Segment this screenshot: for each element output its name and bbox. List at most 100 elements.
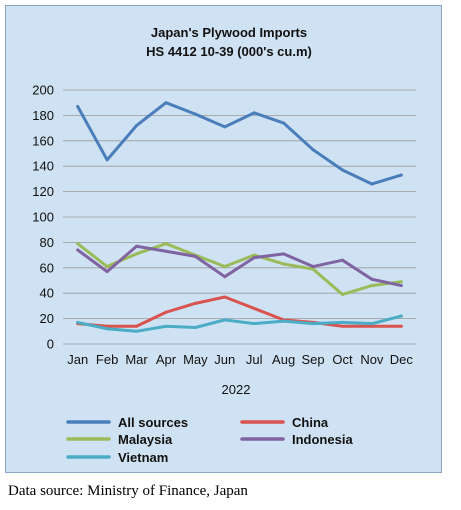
data-point — [370, 182, 374, 186]
data-point — [223, 265, 227, 269]
data-point — [370, 322, 374, 326]
data-point — [399, 284, 403, 288]
data-point — [399, 324, 403, 328]
data-point — [193, 301, 197, 305]
data-point — [282, 262, 286, 266]
y-tick-label: 160 — [32, 133, 54, 148]
data-point — [399, 173, 403, 177]
data-point — [340, 324, 344, 328]
data-point — [164, 101, 168, 105]
data-point — [193, 112, 197, 116]
data-point — [399, 314, 403, 318]
data-point — [252, 253, 256, 257]
data-point — [135, 324, 139, 328]
data-point — [76, 242, 80, 246]
data-point — [252, 256, 256, 260]
grid-lines — [63, 89, 416, 345]
x-axis-ticks: Jan Feb Mar Apr May Jun Jul Aug Sep Oct Nov Dec — [67, 352, 413, 367]
y-tick-label: 0 — [47, 337, 54, 352]
data-point — [135, 329, 139, 333]
x-axis-label: 2022 — [222, 382, 251, 397]
y-tick-label: 180 — [32, 108, 54, 123]
data-point — [164, 249, 168, 253]
x-tick-label: Jan — [67, 352, 88, 367]
data-point — [105, 270, 109, 274]
x-tick-label: May — [183, 352, 208, 367]
series-line-indonesia — [76, 244, 403, 288]
data-point — [340, 168, 344, 172]
x-tick-label: Jun — [214, 352, 235, 367]
data-point — [164, 310, 168, 314]
legend-label: China — [292, 415, 329, 430]
x-tick-label: Oct — [332, 352, 353, 367]
legend-label: Vietnam — [118, 450, 168, 465]
y-tick-label: 200 — [32, 83, 54, 98]
data-point — [370, 284, 374, 288]
data-point — [311, 148, 315, 152]
data-point — [105, 265, 109, 269]
data-point — [76, 248, 80, 252]
data-point — [252, 306, 256, 310]
legend-label: All sources — [118, 415, 188, 430]
data-point — [164, 324, 168, 328]
series-line-malaysia — [76, 242, 403, 296]
data-point — [252, 111, 256, 115]
legend: All sources China Malaysia Indonesia Vietnam — [66, 415, 353, 465]
legend-label: Indonesia — [292, 432, 353, 447]
data-point — [193, 325, 197, 329]
data-point — [311, 267, 315, 271]
y-tick-label: 60 — [40, 260, 54, 275]
x-tick-label: Dec — [390, 352, 414, 367]
x-tick-label: Aug — [272, 352, 295, 367]
data-point — [223, 318, 227, 322]
series-lines — [76, 101, 403, 333]
data-point — [282, 252, 286, 256]
x-tick-label: Jul — [246, 352, 263, 367]
x-tick-label: Mar — [125, 352, 148, 367]
data-point — [105, 324, 109, 328]
line-chart: Japan's Plywood Imports HS 4412 10-39 (0… — [32, 25, 416, 465]
chart-title: Japan's Plywood Imports — [151, 25, 307, 40]
data-point — [223, 295, 227, 299]
series-line-china — [76, 295, 403, 328]
y-tick-label: 140 — [32, 159, 54, 174]
data-point — [76, 105, 80, 109]
y-axis-ticks: 0 20 40 60 80 100 120 140 160 180 200 — [32, 83, 54, 352]
source-note: Data source: Ministry of Finance, Japan — [8, 483, 248, 499]
data-point — [223, 125, 227, 129]
y-tick-label: 40 — [40, 286, 54, 301]
x-tick-label: Apr — [156, 352, 177, 367]
y-tick-label: 20 — [40, 311, 54, 326]
data-point — [135, 124, 139, 128]
series-line-all-sources — [76, 101, 403, 186]
legend-label: Malaysia — [118, 432, 173, 447]
data-point — [223, 275, 227, 279]
data-point — [105, 158, 109, 162]
data-point — [164, 242, 168, 246]
data-point — [340, 292, 344, 296]
chart-subtitle: HS 4412 10-39 (000's cu.m) — [146, 44, 312, 59]
y-tick-label: 80 — [40, 235, 54, 250]
x-tick-label: Feb — [96, 352, 118, 367]
data-point — [76, 320, 80, 324]
chart-frame: Japan's Plywood Imports HS 4412 10-39 (0… — [5, 5, 442, 473]
data-point — [340, 320, 344, 324]
data-point — [311, 322, 315, 326]
y-tick-label: 100 — [32, 210, 54, 225]
data-point — [340, 258, 344, 262]
data-point — [105, 327, 109, 331]
data-point — [135, 252, 139, 256]
data-point — [370, 324, 374, 328]
data-point — [252, 322, 256, 326]
data-point — [370, 277, 374, 281]
data-point — [311, 265, 315, 269]
data-point — [193, 254, 197, 258]
y-tick-label: 120 — [32, 184, 54, 199]
data-point — [135, 244, 139, 248]
x-tick-label: Sep — [301, 352, 324, 367]
series-line-vietnam — [76, 314, 403, 333]
data-point — [282, 319, 286, 323]
data-point — [399, 280, 403, 284]
data-point — [282, 121, 286, 125]
x-tick-label: Nov — [360, 352, 384, 367]
